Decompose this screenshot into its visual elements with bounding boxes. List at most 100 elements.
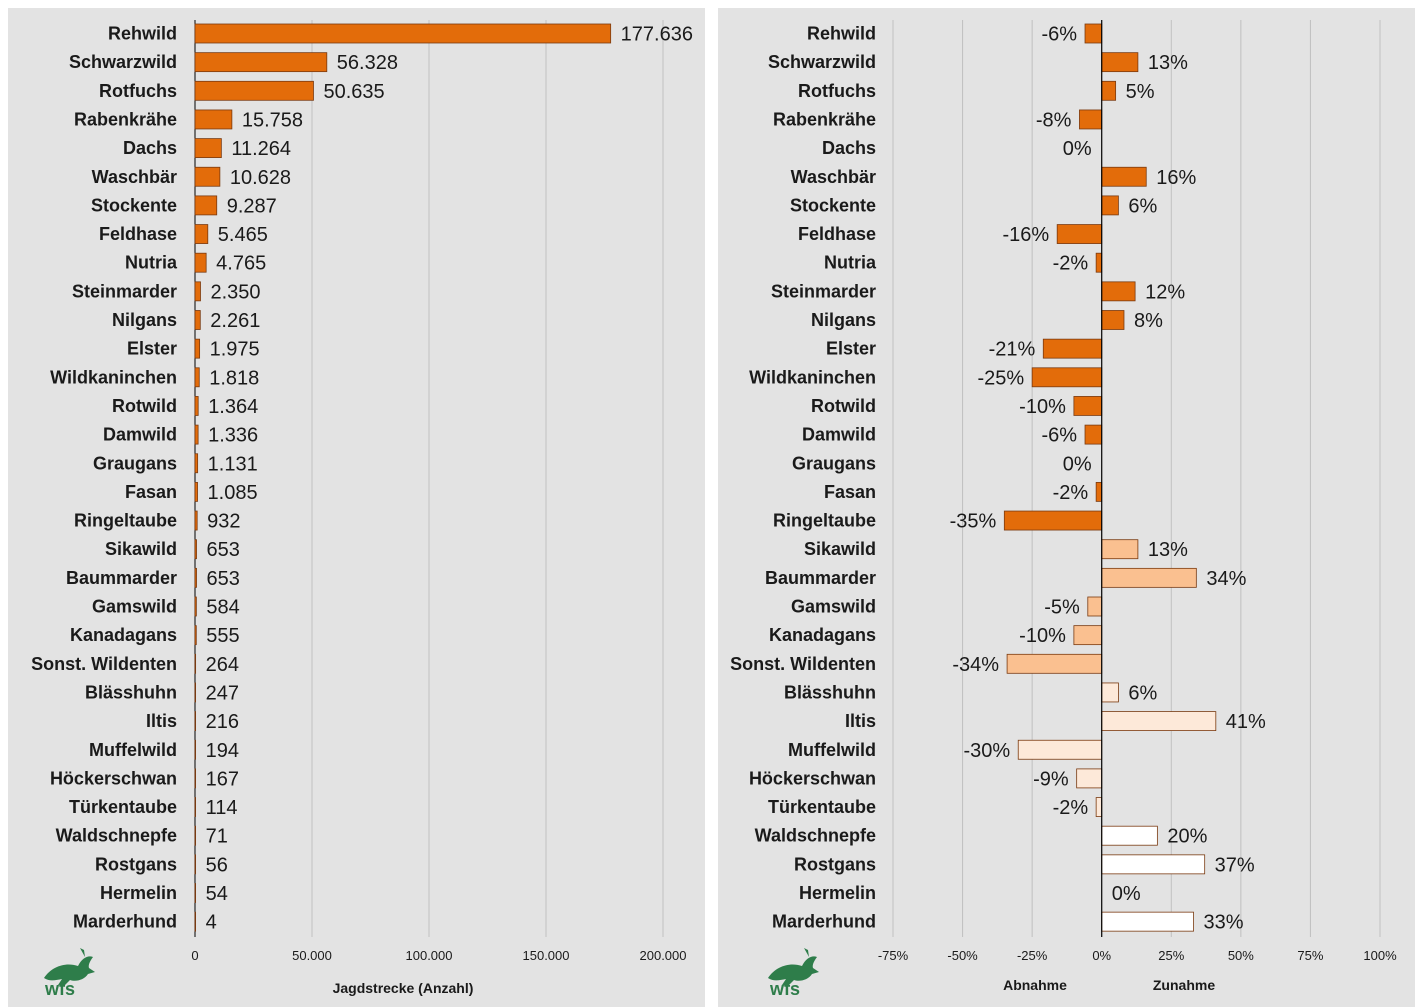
category-label: Gamswild [791, 597, 876, 617]
bar [194, 166, 221, 187]
category-label: Marderhund [73, 912, 177, 932]
value-label: 15.758 [242, 109, 303, 131]
bar [194, 768, 197, 789]
value-label: 1.131 [208, 453, 258, 475]
x-tick-label: 150.000 [523, 948, 570, 963]
category-label: Kanadagans [70, 625, 177, 645]
x-tick-label: 100.000 [406, 948, 453, 963]
value-label: 71 [206, 826, 228, 848]
category-label: Nilgans [112, 310, 177, 330]
bar [1095, 252, 1103, 273]
bar [194, 367, 200, 388]
bar [194, 424, 199, 445]
value-label: -25% [977, 367, 1024, 389]
x-tick-label: -25% [1017, 948, 1048, 963]
value-label: 167 [206, 768, 239, 790]
bar [194, 711, 197, 731]
value-label: 932 [207, 511, 240, 533]
value-label: -10% [1019, 625, 1066, 647]
category-label: Rabenkrähe [74, 109, 177, 129]
bar [194, 23, 612, 44]
value-label: 1.336 [208, 425, 258, 447]
bar [194, 80, 314, 101]
wfs-logo-text: wfs [44, 979, 75, 999]
value-label: 653 [207, 539, 240, 561]
category-label: Nutria [824, 253, 877, 273]
category-label: Elster [826, 339, 876, 359]
value-label: 216 [206, 711, 239, 733]
category-label: Dachs [822, 138, 876, 158]
value-label: 177.636 [621, 24, 693, 46]
category-label: Feldhase [99, 224, 177, 244]
value-label: 0% [1063, 453, 1092, 475]
bar [194, 539, 197, 560]
category-label: Waldschnepfe [755, 826, 876, 846]
category-label: Sonst. Wildenten [730, 654, 876, 674]
category-label: Sikawild [105, 539, 177, 559]
category-label: Muffelwild [89, 740, 177, 760]
value-label: -9% [1033, 768, 1069, 790]
x-axis-title-left: Abnahme [1003, 977, 1067, 993]
category-label: Wildkaninchen [50, 367, 177, 387]
category-label: Nutria [125, 253, 178, 273]
value-label: -34% [952, 654, 999, 676]
x-tick-label: 50.000 [292, 948, 332, 963]
value-label: 6% [1128, 195, 1157, 217]
value-label: 33% [1204, 912, 1244, 934]
right-chart: -75% -50% -25% 0% 25% 50% 75% 100% Rehwild -6% Sch… [730, 20, 1397, 993]
bar [194, 52, 328, 73]
value-label: 0% [1063, 138, 1092, 160]
category-label: Gamswild [92, 597, 177, 617]
bar [1101, 682, 1119, 703]
right-panel-background [718, 8, 1415, 1007]
category-label: Blässhuhn [784, 682, 876, 702]
category-label: Dachs [123, 138, 177, 158]
category-label: Ringeltaube [74, 511, 177, 531]
category-label: Rabenkrähe [773, 109, 876, 129]
x-tick-label: 200.000 [640, 948, 687, 963]
bar [1003, 510, 1103, 531]
bar [194, 195, 218, 216]
category-label: Graugans [93, 453, 177, 473]
category-label: Rostgans [794, 854, 876, 874]
x-tick-label: 0 [191, 948, 198, 963]
bar [1006, 653, 1103, 674]
bar [194, 138, 222, 159]
category-label: Rotfuchs [798, 81, 876, 101]
category-label: Wildkaninchen [749, 367, 876, 387]
bar [194, 567, 197, 588]
category-label: Blässhuhn [85, 682, 177, 702]
value-label: 12% [1145, 281, 1185, 303]
value-label: 1.085 [208, 482, 258, 504]
bar [1017, 739, 1103, 760]
value-label: -6% [1041, 425, 1077, 447]
x-tick-label: -75% [878, 948, 909, 963]
value-label: 584 [206, 597, 239, 619]
value-label: 56.328 [337, 52, 398, 74]
value-label: -5% [1044, 597, 1080, 619]
value-label: 5% [1126, 81, 1155, 103]
bar [194, 224, 209, 244]
x-tick-label: 100% [1363, 948, 1397, 963]
bar [194, 911, 197, 932]
value-label: -2% [1053, 482, 1089, 504]
x-tick-label: 75% [1297, 948, 1323, 963]
bar [194, 481, 198, 502]
category-label: Rehwild [807, 24, 876, 44]
wfs-logo-text: wfs [769, 979, 800, 999]
x-tick-label: 50% [1228, 948, 1254, 963]
left-panel-background [8, 8, 705, 1007]
value-label: -2% [1053, 797, 1089, 819]
category-label: Baummarder [66, 568, 177, 588]
category-label: Rostgans [95, 854, 177, 874]
value-label: -2% [1053, 253, 1089, 275]
bar [1084, 23, 1103, 44]
value-label: 4.765 [216, 253, 266, 275]
category-label: Kanadagans [769, 625, 876, 645]
value-label: 194 [206, 740, 239, 762]
value-label: -6% [1041, 24, 1077, 46]
category-label: Graugans [792, 453, 876, 473]
value-label: 2.261 [210, 310, 260, 332]
value-label: 247 [206, 682, 239, 704]
bar [194, 797, 197, 817]
